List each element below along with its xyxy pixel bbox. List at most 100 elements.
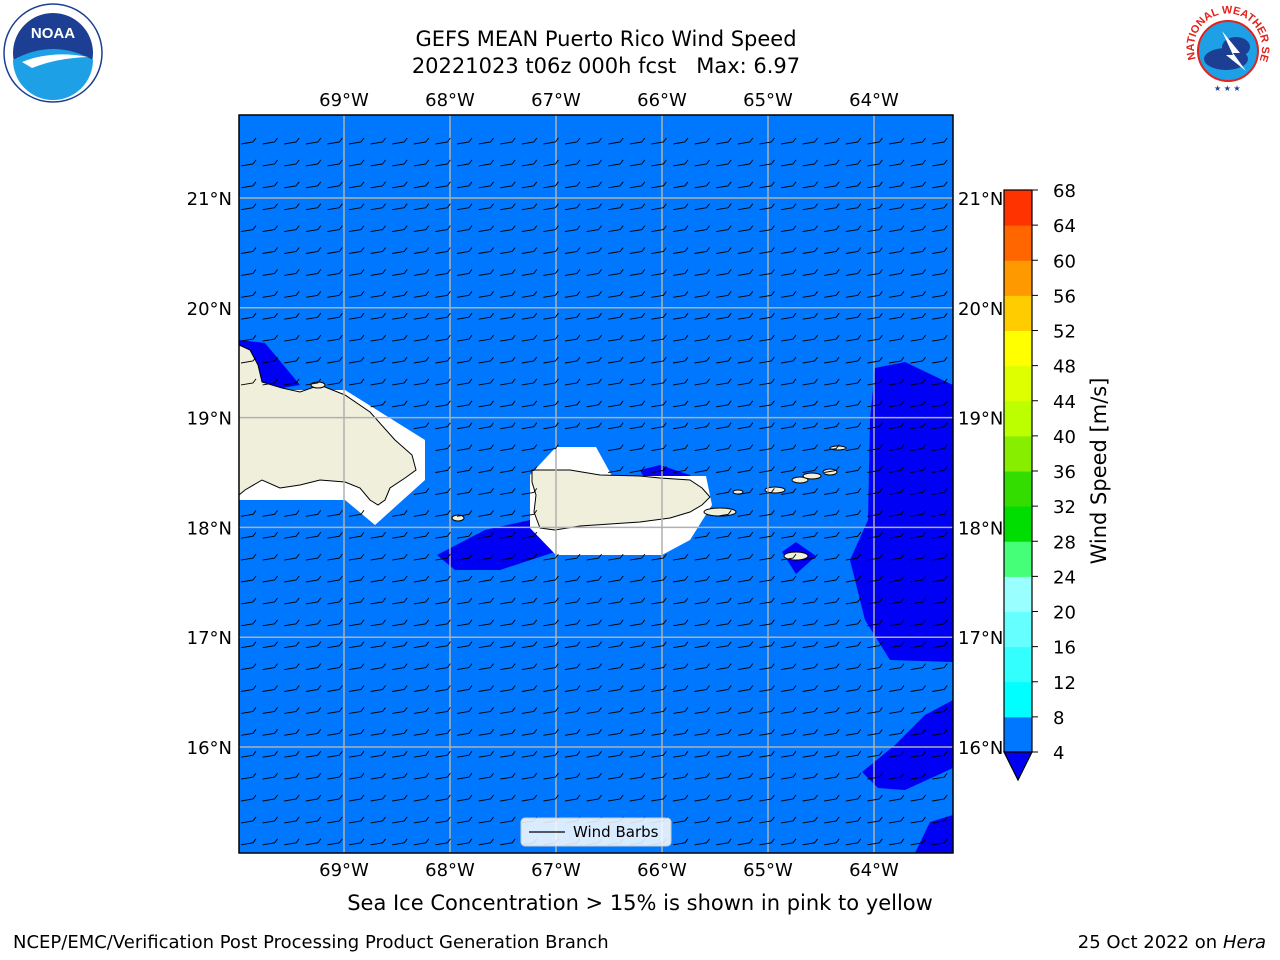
wind-barb xyxy=(327,772,343,780)
wind-barb xyxy=(392,619,408,627)
wind-barb xyxy=(651,553,667,561)
wind-barb xyxy=(521,203,538,211)
wind-barb xyxy=(521,553,538,561)
wind-barb xyxy=(435,663,451,671)
wind-barb xyxy=(564,247,581,254)
wind-barb xyxy=(435,553,451,561)
low-wind-area xyxy=(862,700,953,790)
wind-barb xyxy=(824,838,840,846)
wind-barb xyxy=(348,553,365,561)
wind-barb xyxy=(780,181,797,189)
wind-barb xyxy=(824,137,840,145)
colorbar-label: Wind Speed [m/s] xyxy=(1087,378,1111,565)
wind-barb xyxy=(370,378,386,386)
lon-label-bottom: 65°W xyxy=(743,860,793,881)
wind-barb xyxy=(586,225,602,233)
wind-barb xyxy=(651,356,667,364)
wind-barb xyxy=(608,685,624,692)
wind-barb xyxy=(262,597,278,605)
wind-barb xyxy=(370,553,386,561)
wind-barb xyxy=(240,685,257,692)
wind-barb xyxy=(737,794,754,802)
islet xyxy=(451,514,465,522)
wind-barb xyxy=(284,641,300,649)
wind-barb xyxy=(500,750,516,758)
wind-barb xyxy=(845,378,862,386)
wind-barb xyxy=(348,356,365,364)
wind-barb xyxy=(780,488,797,495)
wind-barb xyxy=(435,203,451,211)
wind-barb xyxy=(845,312,862,320)
wind-barb xyxy=(284,707,300,714)
wind-barb xyxy=(392,531,408,539)
wind-barb xyxy=(456,816,473,824)
wind-barb xyxy=(348,729,365,736)
wind-barb xyxy=(888,291,905,298)
wind-barb xyxy=(413,707,430,714)
wind-barb xyxy=(262,794,278,802)
islet xyxy=(703,507,737,517)
wind-barb xyxy=(932,663,948,671)
wind-barb xyxy=(435,466,451,473)
wind-barb xyxy=(888,444,905,452)
wind-barb xyxy=(586,400,602,408)
wind-barb xyxy=(867,707,883,714)
wind-barb xyxy=(867,597,883,605)
wind-barb xyxy=(737,400,754,408)
wind-barb xyxy=(608,663,624,671)
islet xyxy=(764,486,786,494)
wind-barb xyxy=(413,575,430,583)
wind-barb xyxy=(651,750,667,758)
wind-barb xyxy=(672,247,689,254)
wind-barb xyxy=(888,378,905,386)
wind-barb xyxy=(672,575,689,583)
wind-barb xyxy=(716,597,732,605)
wind-barb xyxy=(629,356,646,364)
lon-label-top: 66°W xyxy=(637,90,687,111)
wind-barb xyxy=(737,225,754,233)
wind-barb xyxy=(564,378,581,386)
wind-barb xyxy=(500,597,516,605)
wind-barb xyxy=(867,772,883,780)
wind-barb xyxy=(543,378,559,386)
wind-barb xyxy=(240,203,257,211)
wind-barb xyxy=(262,663,278,671)
wind-barb xyxy=(737,531,754,539)
wind-barb xyxy=(759,619,775,627)
wind-barb xyxy=(608,225,624,233)
wind-barb xyxy=(564,750,581,758)
wind-barb xyxy=(845,422,862,430)
wind-barb xyxy=(932,597,948,605)
wind-barb xyxy=(824,663,840,671)
wind-barb xyxy=(694,641,710,649)
wind-barb xyxy=(759,794,775,802)
wind-barb xyxy=(694,707,710,714)
wind-barb xyxy=(824,597,840,605)
wind-barb xyxy=(543,356,559,364)
wind-barb xyxy=(737,597,754,605)
wind-barb xyxy=(348,203,365,211)
wind-barb xyxy=(716,334,732,342)
wind-barb xyxy=(845,159,862,167)
wind-barb xyxy=(413,729,430,736)
wind-barb xyxy=(240,750,257,758)
wind-barb xyxy=(262,816,278,824)
wind-barb xyxy=(521,729,538,736)
lat-label-right: 16°N xyxy=(958,738,1003,759)
wind-barb xyxy=(456,422,473,430)
wind-barb xyxy=(888,772,905,780)
wind-barb xyxy=(716,203,732,211)
wind-barb xyxy=(651,378,667,386)
wind-barb xyxy=(845,707,862,714)
wind-barb xyxy=(500,312,516,320)
wind-barb xyxy=(456,400,473,408)
wind-barb xyxy=(608,422,624,430)
wind-barb xyxy=(500,137,516,145)
wind-barb xyxy=(802,203,818,211)
wind-barb xyxy=(824,641,840,649)
wind-barb xyxy=(780,312,797,320)
wind-barb xyxy=(910,247,926,254)
wind-barb xyxy=(867,466,883,473)
wind-barb xyxy=(802,466,818,473)
wind-barb xyxy=(413,488,430,495)
